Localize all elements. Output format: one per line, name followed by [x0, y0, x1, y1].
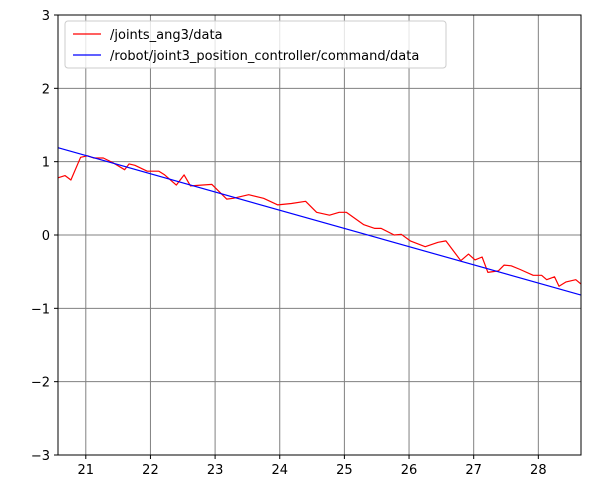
- y-tick-label: −3: [31, 449, 50, 464]
- x-tick-label: 26: [401, 463, 418, 478]
- x-tick-label: 21: [78, 463, 95, 478]
- legend-label-joints-ang3: /joints_ang3/data: [110, 28, 223, 43]
- y-tick-label: −2: [31, 376, 50, 391]
- legend-label-joint3-command: /robot/joint3_position_controller/comman…: [110, 49, 419, 64]
- grid: [58, 15, 581, 455]
- joints-ang3-line: [57, 155, 582, 287]
- x-tick-label: 27: [465, 463, 482, 478]
- x-tick-label: 22: [142, 463, 159, 478]
- x-tick-label: 23: [207, 463, 224, 478]
- y-tick-label: 1: [42, 156, 50, 171]
- series-layer: [57, 147, 582, 296]
- legend: /joints_ang3/data /robot/joint3_position…: [64, 20, 447, 69]
- joint3-command-line: [57, 147, 582, 296]
- x-tick-label: 28: [530, 463, 547, 478]
- y-tick-label: 0: [42, 229, 50, 244]
- legend-box: [64, 20, 447, 69]
- y-tick-label: 2: [42, 82, 50, 97]
- y-tick-label: 3: [42, 9, 50, 24]
- y-tick-label: −1: [31, 302, 50, 317]
- x-tick-label: 25: [336, 463, 353, 478]
- x-tick-label: 24: [271, 463, 288, 478]
